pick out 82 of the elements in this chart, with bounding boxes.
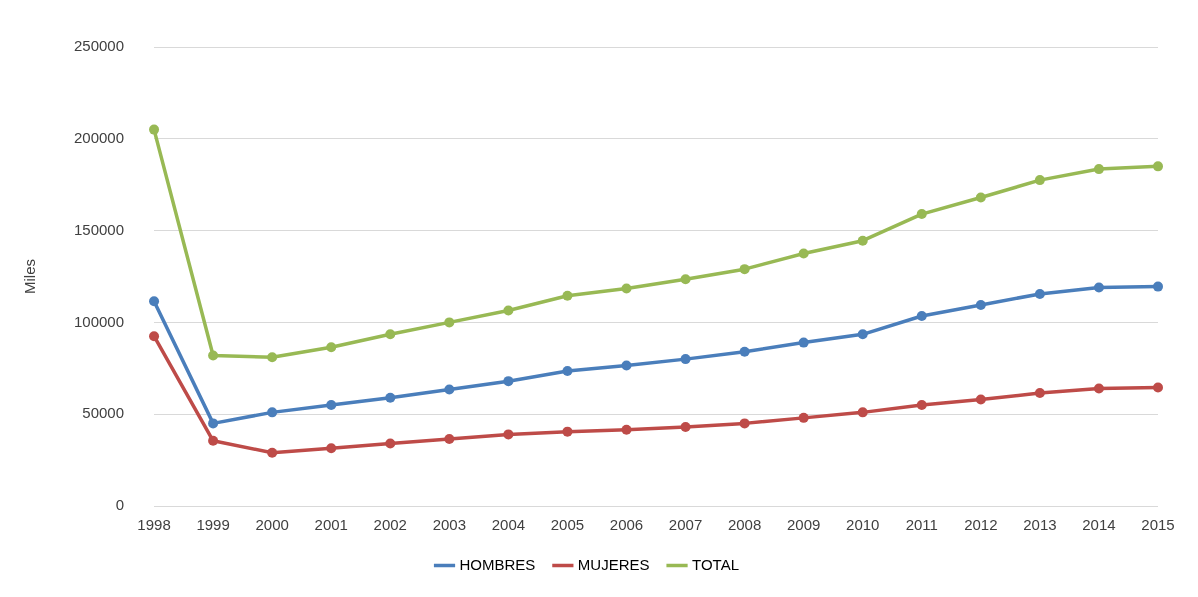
point <box>975 394 986 405</box>
point <box>444 433 455 444</box>
point <box>739 346 750 357</box>
point <box>1153 161 1163 172</box>
point <box>1093 282 1104 293</box>
y-tick-label: 0 <box>115 496 125 514</box>
y-tick-label: 50000 <box>82 404 125 422</box>
point <box>857 407 868 418</box>
point <box>1034 388 1045 399</box>
point <box>562 366 573 377</box>
point <box>503 376 514 387</box>
point <box>1093 164 1104 175</box>
x-tick-label: 2005 <box>550 516 585 534</box>
point <box>444 317 455 328</box>
point <box>149 124 160 135</box>
x-tick-label: 2003 <box>432 516 467 534</box>
x-tick-label: 2011 <box>905 516 938 534</box>
point <box>562 426 573 437</box>
point <box>916 209 927 220</box>
point <box>208 350 219 361</box>
point <box>385 438 396 449</box>
y-tick-label: 200000 <box>73 128 125 146</box>
point <box>916 400 927 411</box>
point <box>739 264 750 275</box>
x-tick-label: 2009 <box>786 516 821 534</box>
point <box>621 360 632 371</box>
point <box>621 424 632 435</box>
point <box>798 412 809 423</box>
legend-label: TOTAL <box>692 555 739 573</box>
x-tick-label: 1998 <box>137 516 171 534</box>
y-tick-label: 150000 <box>73 220 125 238</box>
x-tick-label: 2014 <box>1082 516 1116 534</box>
point <box>975 192 986 203</box>
legend-label: MUJERES <box>577 555 650 573</box>
point <box>267 352 278 363</box>
point <box>1034 288 1045 299</box>
x-tick-label: 2000 <box>255 516 289 534</box>
x-tick-label: 2010 <box>846 516 880 534</box>
y-axis-title: Miles <box>21 258 39 295</box>
point <box>267 407 278 418</box>
point <box>444 384 455 395</box>
point <box>621 283 632 294</box>
x-tick-label: 2015 <box>1141 516 1175 534</box>
point <box>562 290 573 301</box>
point <box>739 418 750 429</box>
x-tick-label: 2001 <box>314 516 348 534</box>
point <box>857 329 868 340</box>
legend-label: HOMBRES <box>459 555 536 573</box>
point <box>857 235 868 246</box>
point <box>503 429 514 440</box>
point <box>1153 382 1163 393</box>
x-tick-label: 2012 <box>964 516 998 534</box>
x-tick-label: 2002 <box>373 516 407 534</box>
point <box>916 310 927 321</box>
point <box>1034 175 1045 186</box>
point <box>149 296 160 307</box>
point <box>385 329 396 340</box>
x-tick-label: 2007 <box>668 516 703 534</box>
point <box>975 299 986 310</box>
y-tick-label: 250000 <box>73 37 125 55</box>
x-tick-label: 1999 <box>196 516 230 534</box>
x-tick-label: 2006 <box>609 516 644 534</box>
point <box>680 274 691 285</box>
point <box>385 392 396 403</box>
point <box>798 248 809 259</box>
x-tick-label: 2008 <box>727 516 762 534</box>
point <box>680 354 691 365</box>
point <box>326 443 337 454</box>
x-tick-label: 2004 <box>491 516 526 534</box>
point <box>1093 383 1104 394</box>
point <box>798 337 809 348</box>
point <box>1153 281 1163 292</box>
point <box>503 305 514 316</box>
point <box>680 422 691 433</box>
x-tick-label: 2013 <box>1023 516 1057 534</box>
point <box>326 342 337 353</box>
point <box>149 331 160 342</box>
y-tick-label: 100000 <box>73 312 125 330</box>
point <box>208 435 219 446</box>
point <box>208 418 219 429</box>
point <box>326 400 337 411</box>
point <box>267 447 278 458</box>
